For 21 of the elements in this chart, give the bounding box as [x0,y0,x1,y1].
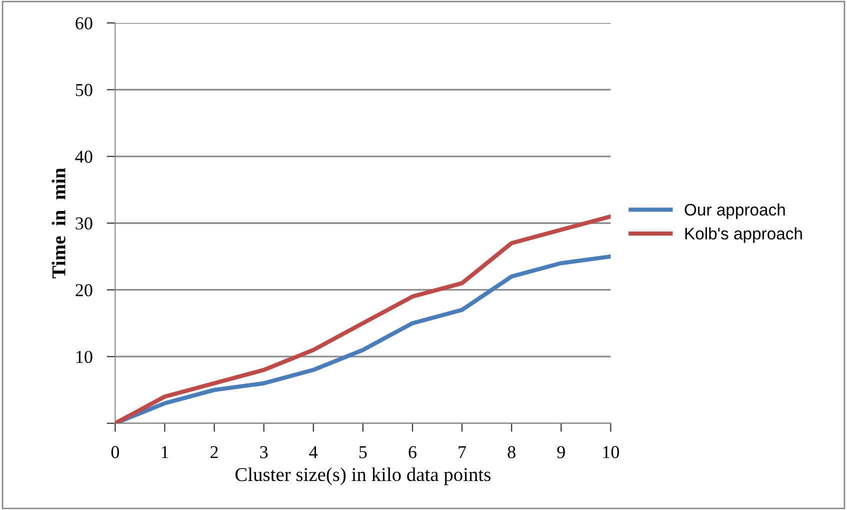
x-tick-label: 2 [210,446,218,458]
x-tick-label: 3 [260,446,268,458]
legend-label: Kolb's approach [685,227,802,243]
x-tick-label: 5 [359,446,367,458]
y-tick-label: 10 [76,350,92,364]
y-tick-label: 50 [76,84,92,96]
y-axis-title: Time in min [52,168,66,278]
x-tick-label: 6 [408,446,416,458]
legend-label: Our approach [684,203,785,219]
y-tick-label: 60 [76,17,92,30]
x-tick-label: 7 [458,446,466,458]
x-tick-label: 4 [309,446,318,458]
x-axis-title: Cluster size(s) in kilo data points [235,467,490,486]
y-tick-label: 30 [76,217,92,230]
x-tick-label: 9 [557,446,565,458]
x-tick-label: 0 [111,446,120,458]
y-tick-label: 20 [76,284,92,296]
x-tick-label: 10 [603,446,620,458]
y-tick-label: 40 [75,150,92,163]
x-tick-label: 1 [162,446,168,458]
x-tick-label: 8 [508,446,516,458]
